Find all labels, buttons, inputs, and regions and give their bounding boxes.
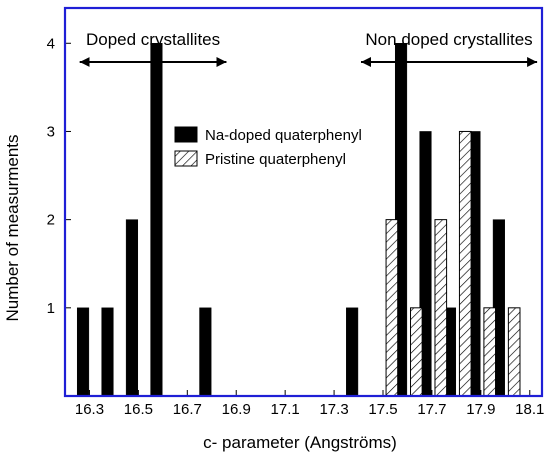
- annotation-layer: Doped crystallites Non doped crystallites: [79, 30, 538, 67]
- x-tick-label-4: 17.1: [271, 401, 300, 418]
- bar-pristine-2: [434, 219, 448, 397]
- y-tick-label-1: 2: [47, 212, 55, 229]
- x-tick-label-3: 16.9: [222, 401, 251, 418]
- bar-pristine-1: [410, 307, 423, 397]
- bar-na-doped-5: [346, 307, 359, 397]
- x-tick-label-7: 17.7: [417, 401, 446, 418]
- y-tick-label-3: 4: [47, 35, 55, 52]
- bar-na-doped-0: [76, 307, 90, 397]
- x-tick-label-2: 16.7: [173, 401, 202, 418]
- legend-label-pristine: Pristine quaterphenyl: [205, 151, 346, 168]
- y-axis-title: Number of measurments: [3, 134, 22, 321]
- bar-pristine-5: [507, 307, 521, 397]
- x-tick-label-5: 17.3: [319, 401, 348, 418]
- bar-pristine-0: [385, 219, 399, 397]
- x-tick-label-9: 18.1: [515, 401, 544, 418]
- ticks-layer: 16.3 16.5 16.7 16.9 17.1 17.3 17.5 17.7 17.9 18.1…: [47, 35, 545, 418]
- y-tick-label-2: 3: [47, 123, 55, 140]
- legend-label-na-doped: Na-doped quaterphenyl: [205, 127, 362, 144]
- y-tick-label-0: 1: [47, 300, 55, 317]
- legend: Na-doped quaterphenyl Pristine quaterphe…: [174, 126, 362, 168]
- annotation-label-0: Doped crystallites: [86, 30, 220, 49]
- x-axis-title: c- parameter (Angströms): [203, 433, 397, 452]
- x-tick-label-0: 16.3: [75, 401, 104, 418]
- bars-layer: [76, 43, 521, 397]
- bar-pristine-3: [458, 130, 472, 397]
- bar-pristine-4: [483, 307, 497, 397]
- legend-swatch-na-doped: [174, 126, 198, 143]
- bar-na-doped-3: [150, 43, 163, 397]
- bar-na-doped-4: [199, 307, 212, 397]
- x-tick-label-6: 17.5: [368, 401, 397, 418]
- x-tick-label-8: 17.9: [466, 401, 495, 418]
- legend-swatch-pristine: [174, 150, 198, 167]
- x-tick-label-1: 16.5: [124, 401, 153, 418]
- plot-frame: [63, 6, 544, 398]
- bar-na-doped-2: [125, 219, 139, 397]
- bar-na-doped-1: [101, 307, 114, 397]
- annotation-label-1: Non doped crystallites: [365, 30, 532, 49]
